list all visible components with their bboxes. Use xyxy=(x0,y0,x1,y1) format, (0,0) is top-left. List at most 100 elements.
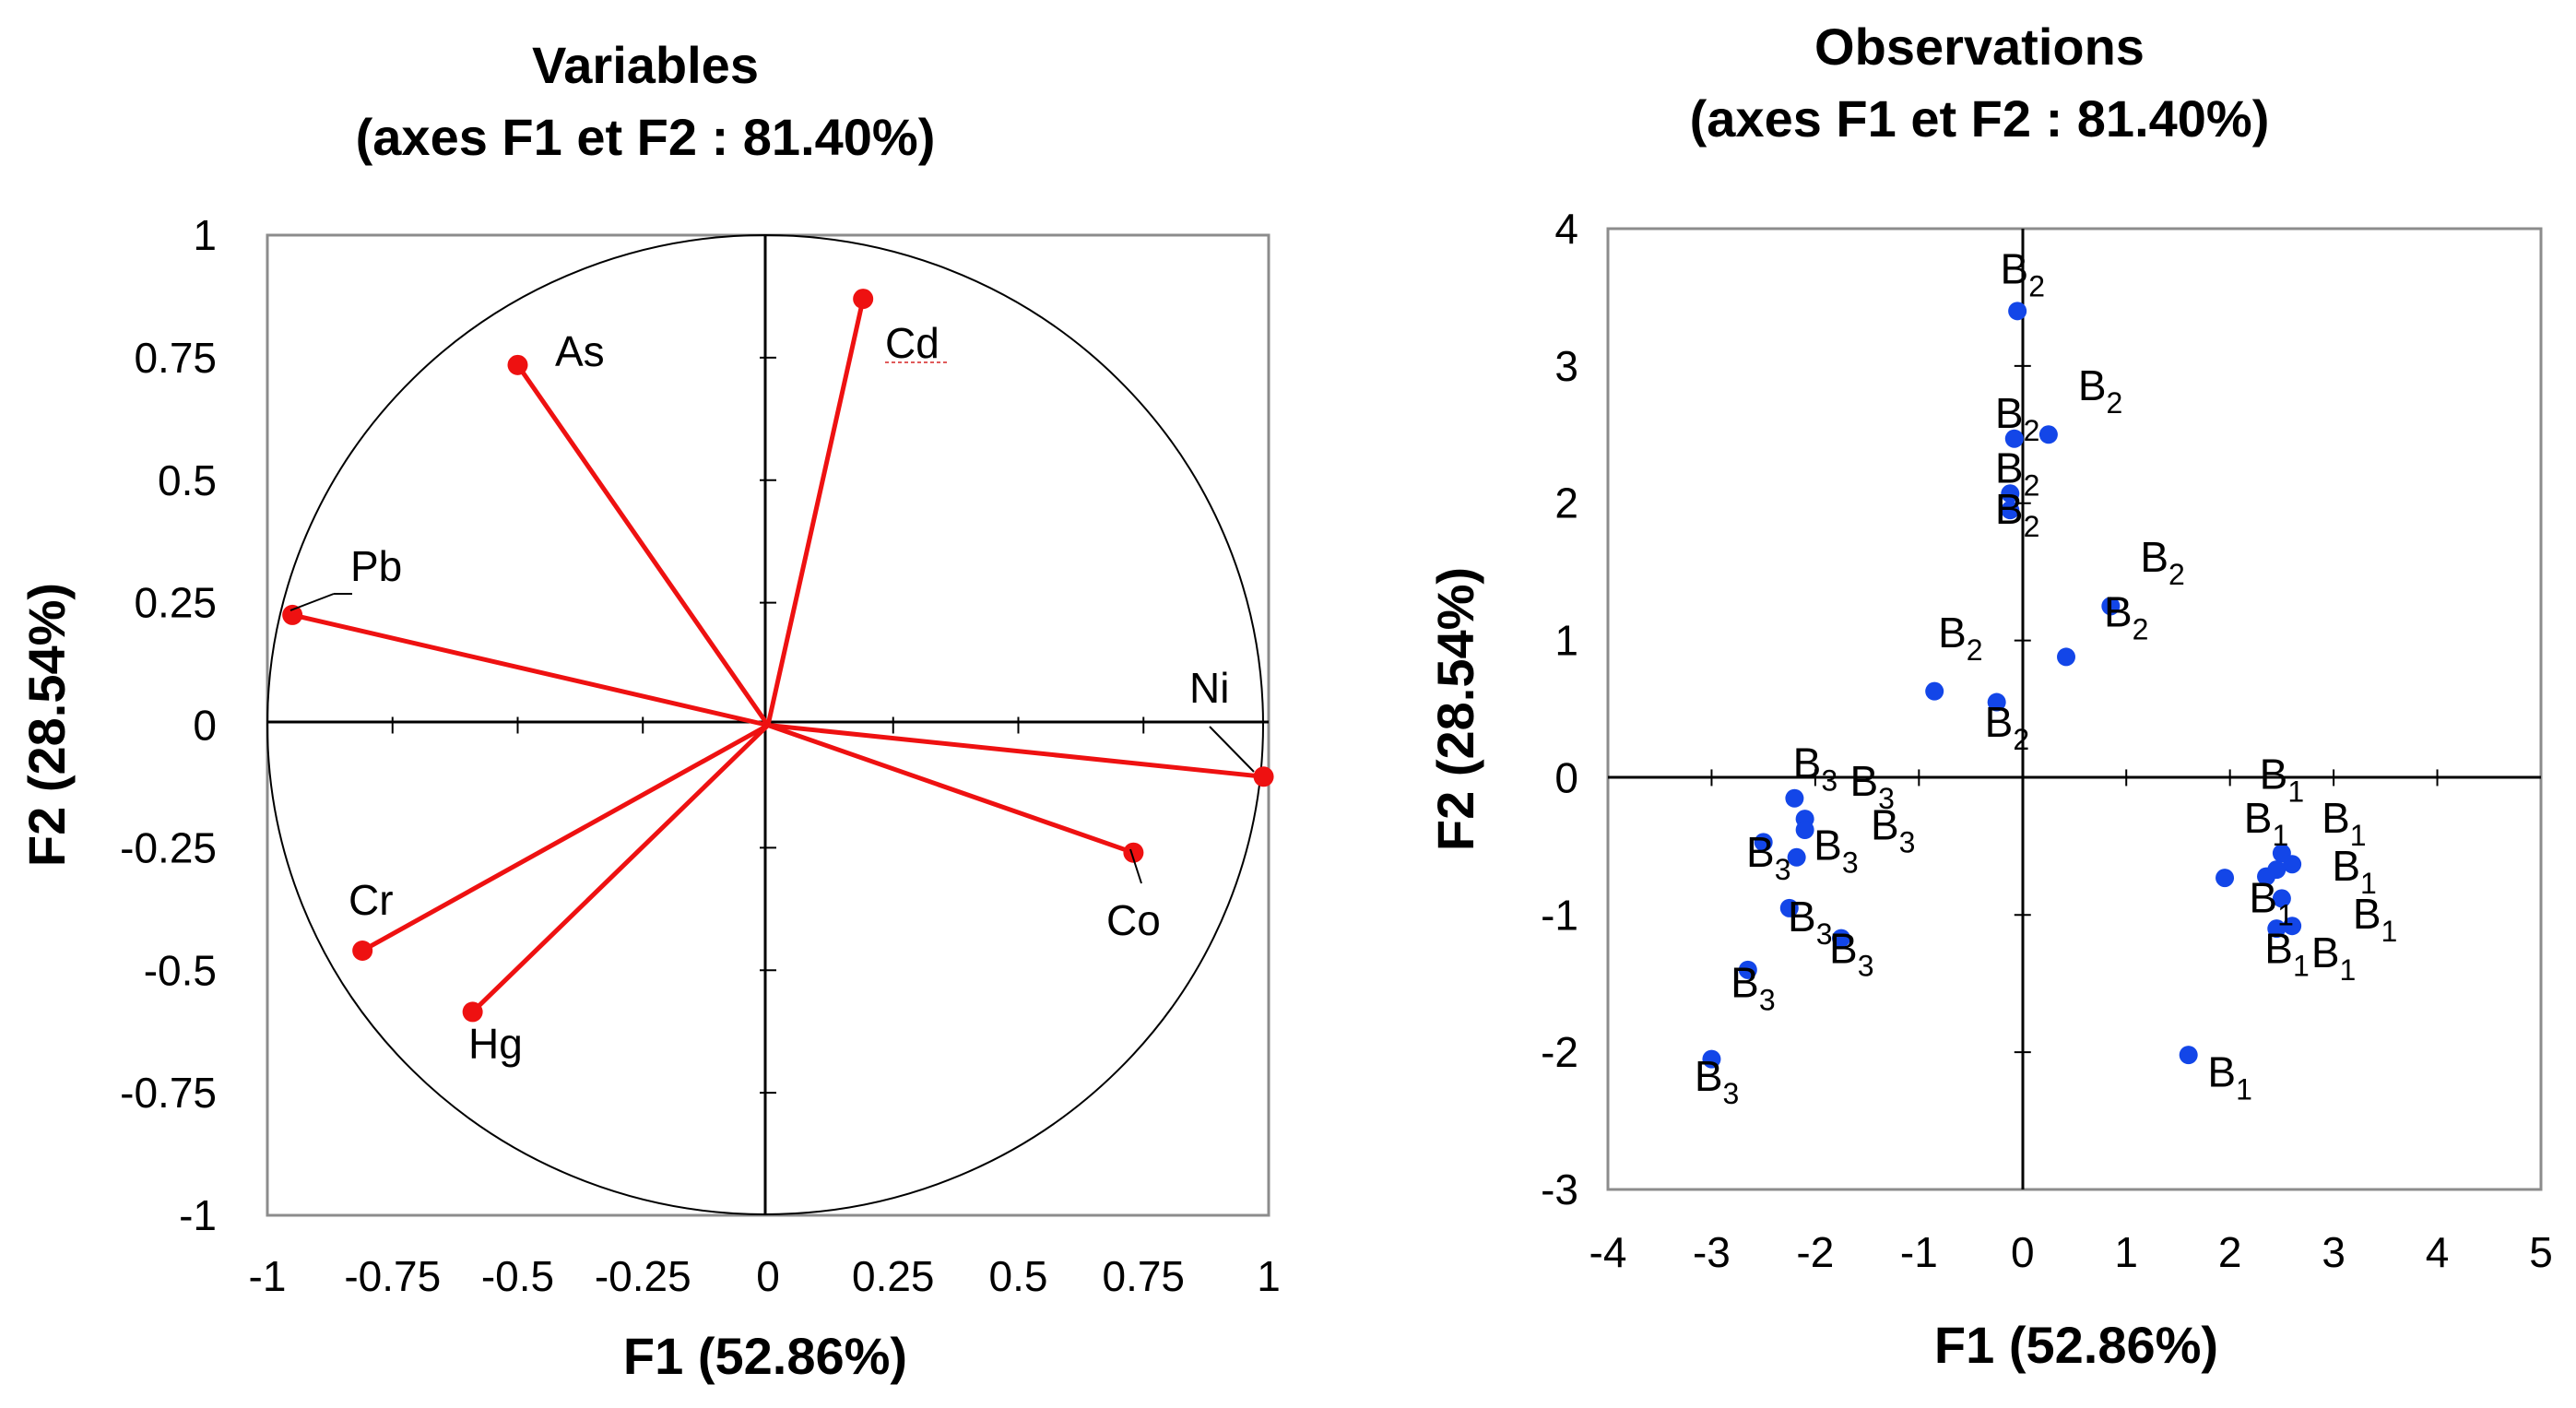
variable-label-pb: Pb xyxy=(350,542,402,590)
observation-points xyxy=(1702,302,2302,1069)
observation-point-b3 xyxy=(1754,833,1773,852)
observation-point-b2 xyxy=(1987,692,2006,712)
observation-label-subscript: 2 xyxy=(1967,633,1983,667)
vector-cd xyxy=(765,298,866,727)
observation-label-subscript: 1 xyxy=(2340,953,2357,987)
variables-x-tick-label: 0.5 xyxy=(989,1252,1048,1300)
variables-y-tick-label: 0 xyxy=(193,702,217,750)
vector-point-cr xyxy=(352,940,373,961)
variables-x-tick-label: -0.5 xyxy=(481,1252,554,1300)
variables-title-line1: Variables xyxy=(532,36,759,94)
observation-point-b1 xyxy=(2257,867,2276,886)
observation-label-subscript: 3 xyxy=(1723,1077,1740,1110)
observation-point-b1 xyxy=(2179,1046,2198,1065)
observation-label-subscript: 3 xyxy=(1821,763,1837,797)
observations-title-line2: (axes F1 et F2 : 81.40%) xyxy=(1690,89,2270,148)
vector-point-co xyxy=(1123,842,1144,863)
observation-label-b2: B2 xyxy=(1938,609,1982,667)
observation-label-b1: B1 xyxy=(2207,1047,2251,1106)
observation-point-b2 xyxy=(2057,647,2076,667)
observations-y-tick-label: 4 xyxy=(1554,205,1578,253)
observation-label-subscript: 1 xyxy=(2277,898,2294,931)
observation-point-b3 xyxy=(1702,1049,1721,1069)
observation-label-subscript: 1 xyxy=(2360,867,2377,900)
observations-y-tick-label: -3 xyxy=(1541,1165,1578,1213)
variable-label-hg: Hg xyxy=(468,1020,523,1068)
variables-y-tick-label: -0.5 xyxy=(144,946,217,994)
observations-x-axis-title: F1 (52.86%) xyxy=(1934,1316,2218,1374)
variables-y-ticks: 1 0.75 0.5 0.25 0 -0.25 -0.5 -0.75 -1 xyxy=(120,211,776,1239)
observation-label-subscript: 2 xyxy=(2024,414,2040,447)
observations-x-tick-label: 1 xyxy=(2114,1228,2138,1276)
observation-point-b3 xyxy=(1832,929,1850,948)
observations-y-tick-label: 1 xyxy=(1554,617,1578,665)
variables-x-tick-label: -1 xyxy=(249,1252,287,1300)
observation-label-subscript: 1 xyxy=(2350,819,2367,852)
observation-label-b3: B3 xyxy=(1731,959,1775,1017)
observation-label-b1: B1 xyxy=(2244,794,2288,852)
variables-x-ticks: -1 -0.75 -0.5 -0.25 0 0.25 0.5 0.75 1 xyxy=(249,716,1281,1300)
observation-label-b3: B3 xyxy=(1814,822,1858,880)
vector-point-ni xyxy=(1253,766,1274,787)
variable-label-cr: Cr xyxy=(349,876,394,924)
observation-point-b1 xyxy=(2272,889,2291,908)
observation-label-b3: B3 xyxy=(1788,893,1832,951)
observation-label-subscript: 2 xyxy=(2168,558,2185,591)
observations-x-tick-label: 4 xyxy=(2426,1228,2450,1276)
variables-y-tick-label: 0.75 xyxy=(134,334,217,382)
observation-point-b2 xyxy=(2001,484,2020,503)
observation-label-b3: B3 xyxy=(1793,739,1837,797)
variable-label-cd: Cd xyxy=(885,319,939,367)
observation-point-b1 xyxy=(2283,855,2302,874)
observations-x-tick-label: -1 xyxy=(1900,1228,1938,1276)
co-leader-line xyxy=(1129,848,1142,884)
observations-y-tick-label: 3 xyxy=(1554,342,1578,390)
observation-label-subscript: 3 xyxy=(1878,782,1895,815)
observation-label-b3: B3 xyxy=(1829,924,1873,982)
observation-point-b1 xyxy=(2283,917,2302,936)
observations-y-axis-title: F2 (28.54%) xyxy=(1426,567,1484,851)
observation-label-b2: B2 xyxy=(2140,533,2184,591)
vector-cr xyxy=(360,723,770,953)
observation-label-subscript: 1 xyxy=(2272,819,2288,852)
observation-label-subscript: 1 xyxy=(2293,949,2310,982)
observation-label-subscript: 2 xyxy=(2024,468,2040,502)
variables-chart: Variables (axes F1 et F2 : 81.40%) -1 -0.… xyxy=(18,36,1281,1385)
ni-leader-line xyxy=(1209,726,1255,773)
observations-x-tick-label: 2 xyxy=(2218,1228,2242,1276)
variables-y-tick-label: 1 xyxy=(193,211,217,259)
observation-point-b2 xyxy=(2038,425,2058,444)
pb-leader-line xyxy=(290,593,335,611)
variables-y-tick-label: -0.75 xyxy=(120,1069,217,1117)
observation-label-subscript: 2 xyxy=(2133,613,2149,646)
variables-x-tick-label: 0.75 xyxy=(1102,1252,1185,1300)
variable-label-co: Co xyxy=(1106,896,1161,944)
variables-x-axis-title: F1 (52.86%) xyxy=(623,1327,907,1385)
observation-point-b2 xyxy=(2101,597,2121,616)
variables-y-tick-label: -0.25 xyxy=(120,823,217,871)
observations-x-ticks: -4 -3 -2 -1 0 1 2 3 4 5 xyxy=(1589,769,2553,1276)
observations-x-tick-label: 5 xyxy=(2529,1228,2553,1276)
observation-point-b3 xyxy=(1785,788,1804,808)
observation-point-b3 xyxy=(1787,847,1806,867)
variables-x-tick-label: -0.75 xyxy=(344,1252,441,1300)
observation-point-b3 xyxy=(1738,960,1757,979)
observation-point-b2 xyxy=(2004,429,2024,448)
observations-y-tick-label: -2 xyxy=(1541,1028,1578,1076)
vector-hg xyxy=(470,723,770,1014)
observations-chart: Observations (axes F1 et F2 : 81.40%) -4… xyxy=(1426,18,2553,1374)
observations-y-tick-label: -1 xyxy=(1541,891,1578,939)
observation-label-b3: B3 xyxy=(1746,828,1790,886)
observation-label-subscript: 1 xyxy=(2287,775,2304,808)
vector-point-pb xyxy=(282,604,303,625)
observation-point-b3 xyxy=(1779,898,1799,917)
observation-label-subscript: 3 xyxy=(1816,917,1833,951)
observations-x-tick-label: 3 xyxy=(2322,1228,2346,1276)
observation-label-subscript: 3 xyxy=(1842,846,1859,880)
variables-title-line2: (axes F1 et F2 : 81.40%) xyxy=(356,108,936,166)
variables-y-tick-label: 0.25 xyxy=(134,579,217,627)
observation-label-subscript: 2 xyxy=(2013,723,2029,756)
observation-label-subscript: 3 xyxy=(1759,984,1776,1017)
observation-label-b3: B3 xyxy=(1871,800,1915,858)
